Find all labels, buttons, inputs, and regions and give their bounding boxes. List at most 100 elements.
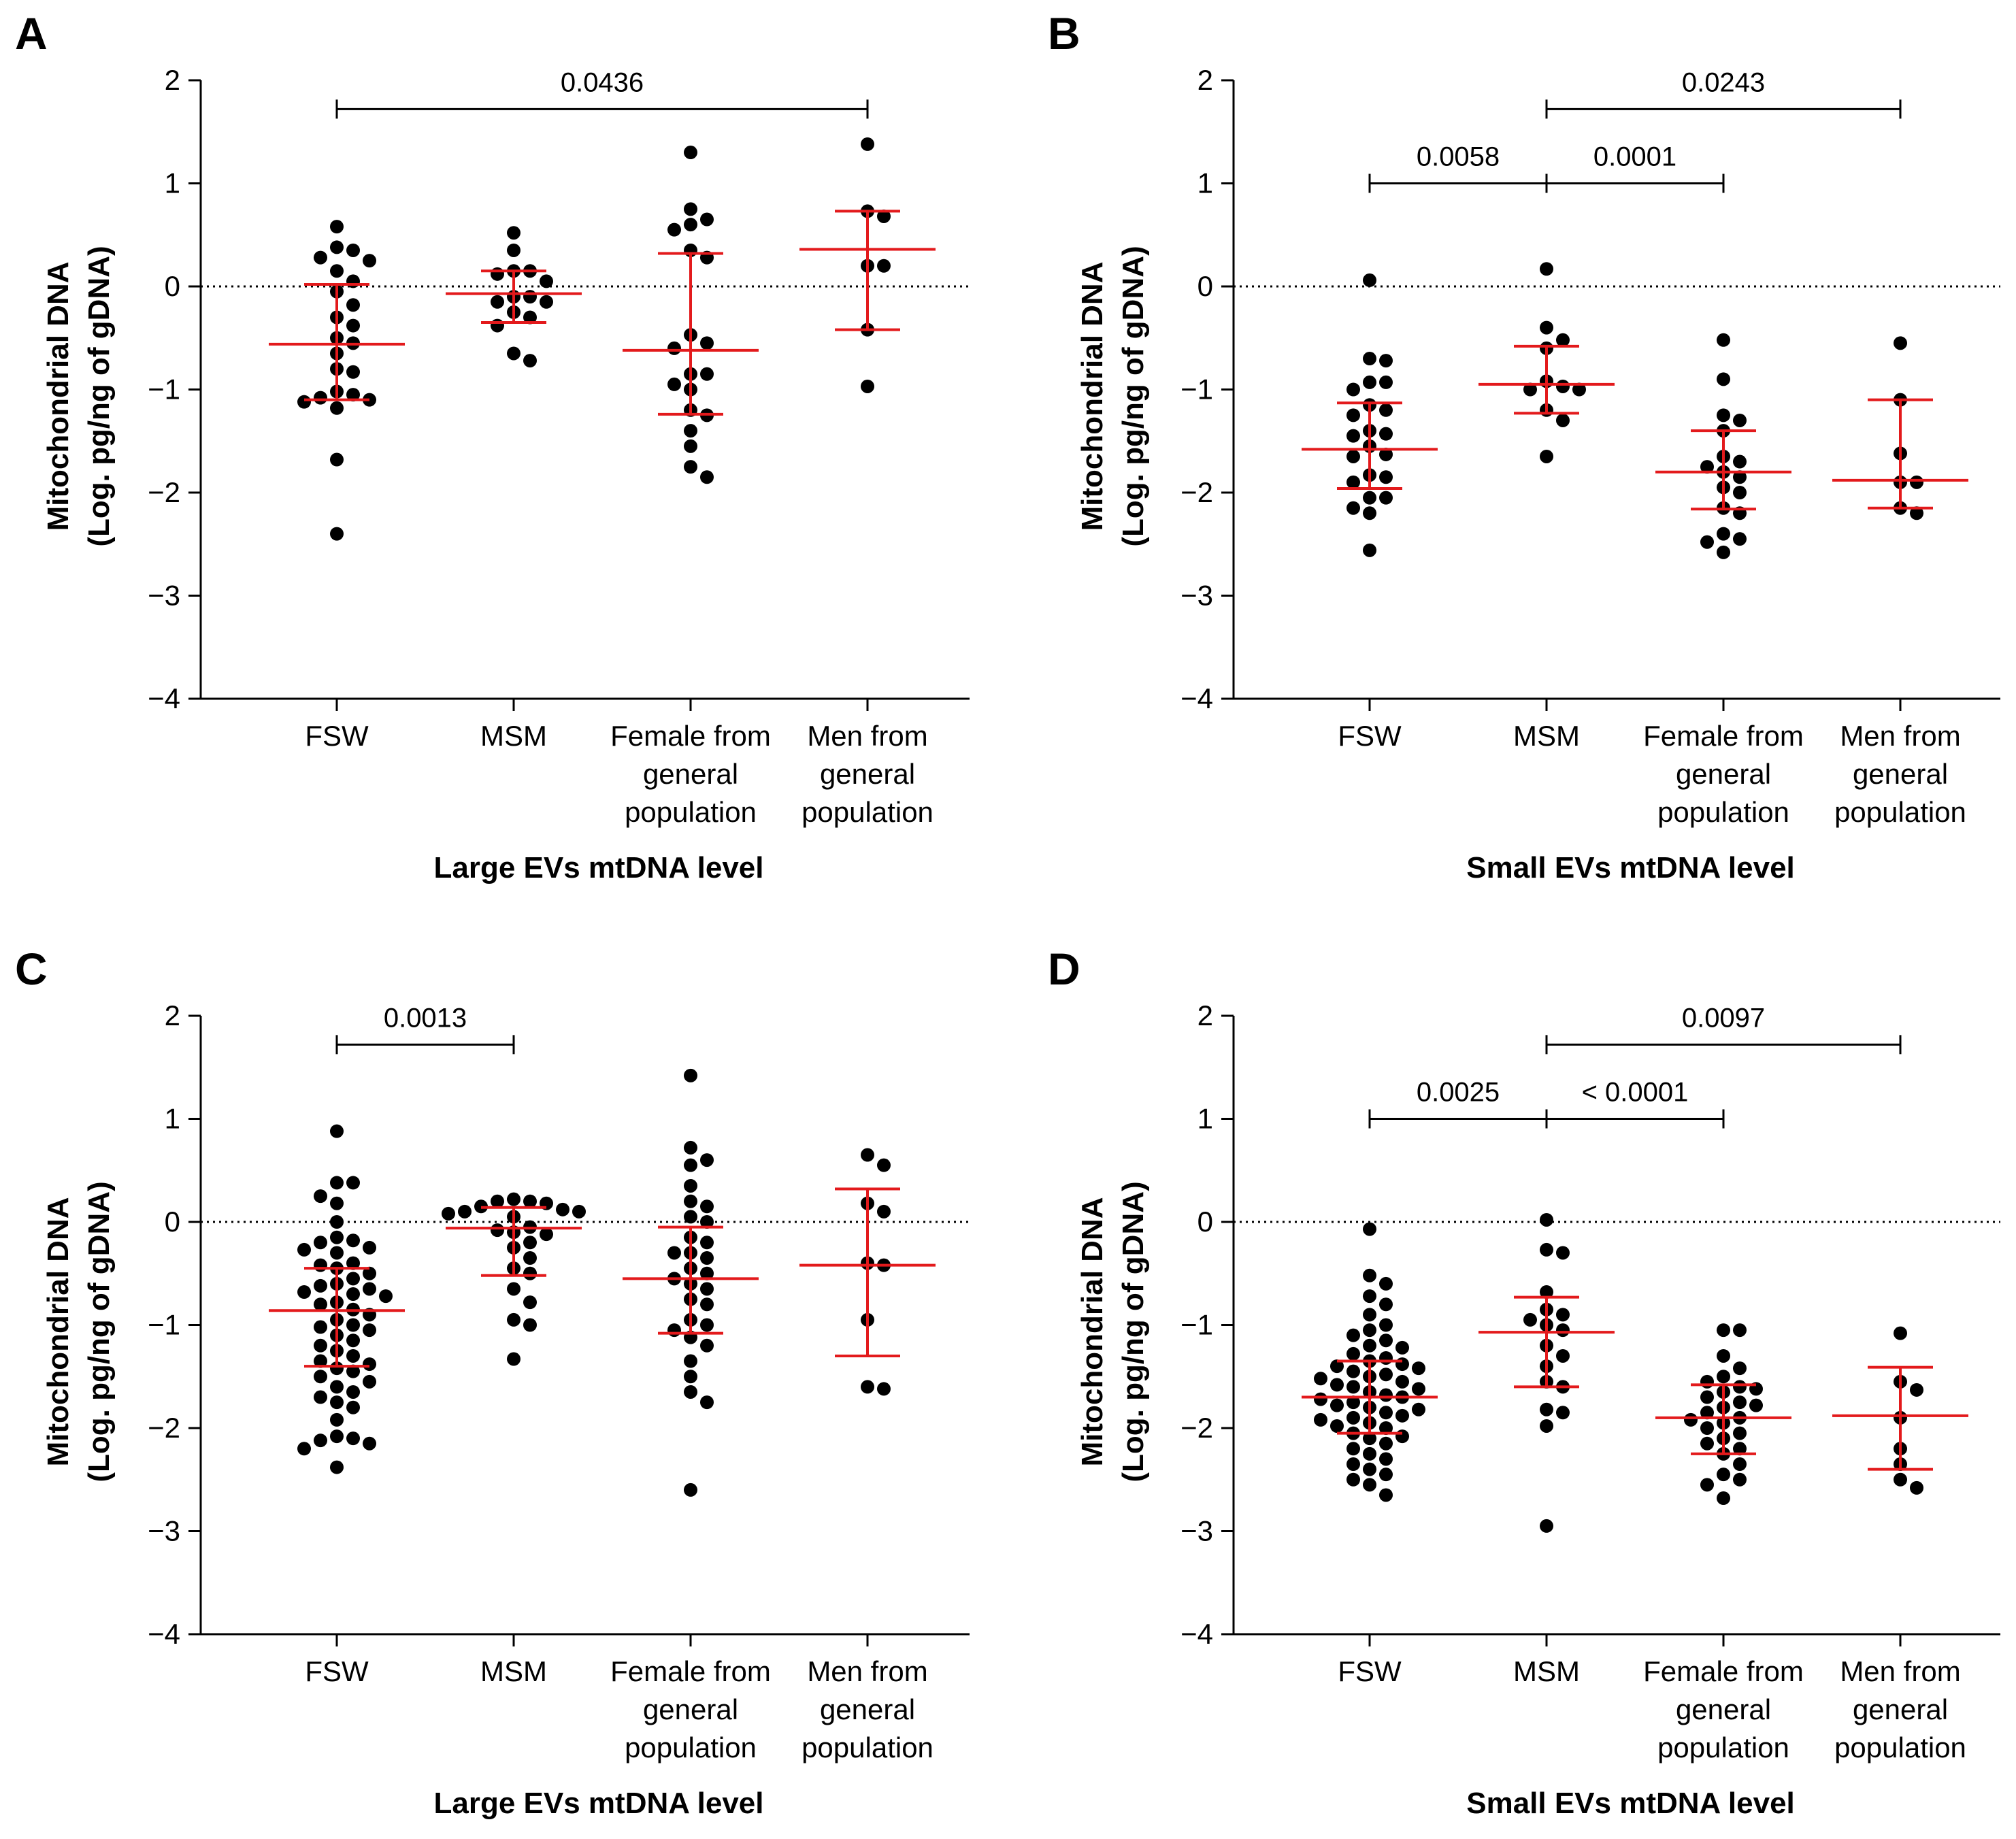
y-tick-label: 0 (1197, 270, 1213, 302)
data-point (861, 137, 874, 151)
y-tick-label: −2 (1180, 476, 1213, 508)
p-value-label: 0.0243 (1682, 67, 1765, 97)
data-point (1395, 1374, 1409, 1389)
data-point (1379, 1368, 1393, 1382)
data-point (346, 1385, 360, 1399)
data-point (540, 274, 553, 288)
data-point (314, 1297, 327, 1312)
data-point (1363, 1431, 1376, 1446)
data-point (330, 1124, 344, 1138)
y-tick-label: 2 (1197, 64, 1213, 96)
data-point (346, 1272, 360, 1286)
y-tick-label: 1 (1197, 1103, 1213, 1135)
data-point (1330, 1398, 1344, 1412)
data-point (1314, 1372, 1327, 1386)
data-point (346, 1256, 360, 1270)
data-point (330, 264, 344, 278)
data-point (1330, 1359, 1344, 1374)
data-point (667, 377, 681, 391)
data-point (1395, 1357, 1409, 1372)
data-point (1363, 273, 1376, 287)
data-point (1379, 1436, 1393, 1451)
data-point (330, 1230, 344, 1244)
x-category-label: MSM (1513, 720, 1580, 752)
y-tick-label: 0 (165, 1206, 180, 1238)
significance-bracket (1545, 1109, 1725, 1129)
data-point (1346, 382, 1360, 397)
data-point (1395, 1429, 1409, 1444)
data-point (684, 460, 697, 474)
data-point (363, 1282, 376, 1296)
data-point (1700, 1478, 1714, 1492)
data-point (297, 1442, 311, 1456)
x-category-label: MSM (480, 1655, 547, 1687)
data-point (314, 1354, 327, 1368)
data-point (523, 1251, 537, 1265)
data-point (1314, 1412, 1327, 1427)
data-point (314, 1320, 327, 1334)
data-point (297, 1285, 311, 1299)
significance-bracket (335, 99, 869, 119)
data-point (330, 220, 344, 234)
data-point (523, 290, 537, 304)
data-point (1346, 1364, 1360, 1378)
data-point (507, 1312, 520, 1327)
x-axis-title: Large EVs mtDNA level (434, 851, 764, 884)
data-point (1733, 1472, 1747, 1487)
data-point (314, 1236, 327, 1250)
data-point (523, 1295, 537, 1310)
data-point (1717, 372, 1730, 386)
y-axis-title: (Log. pg/ng of gDNA) (82, 246, 116, 546)
data-point (1363, 1308, 1376, 1322)
y-tick-label: 2 (1197, 999, 1213, 1031)
y-tick-label: −3 (148, 580, 180, 612)
data-point (1346, 1442, 1360, 1456)
data-point (314, 1258, 327, 1272)
data-point (1540, 320, 1553, 335)
data-point (667, 222, 681, 237)
data-point (1894, 1472, 1907, 1487)
data-point (523, 354, 537, 368)
data-point (667, 1323, 681, 1338)
data-point (1572, 382, 1586, 397)
p-value-label: < 0.0001 (1582, 1078, 1689, 1108)
data-point (684, 218, 697, 232)
data-point (314, 1370, 327, 1384)
panel-letter: A (15, 8, 48, 59)
data-point (507, 346, 520, 361)
data-point (314, 1434, 327, 1448)
data-point (1395, 1408, 1409, 1423)
data-point (684, 1140, 697, 1155)
panel-b: B 2 1 0 −1 −2 −3 −4 FSW MSM Female from general popu… (1048, 8, 2000, 884)
data-point (314, 1189, 327, 1204)
data-point (1700, 1374, 1714, 1389)
panel-c: C 2 1 0 −1 −2 −3 −4 FSW MSM Female from general popu… (15, 944, 970, 1820)
y-tick-label: −2 (148, 476, 180, 508)
data-point (684, 1354, 697, 1368)
data-point (1717, 545, 1730, 559)
data-point (1556, 1308, 1570, 1322)
data-point (363, 1374, 376, 1389)
data-point (346, 1431, 360, 1446)
data-point (684, 1482, 697, 1497)
data-point (700, 1153, 714, 1167)
data-point (363, 1357, 376, 1372)
data-point (1540, 1419, 1553, 1433)
data-point (1717, 333, 1730, 347)
data-point (1330, 1378, 1344, 1392)
x-category-label: Female from general population (1643, 720, 1804, 828)
data-point (700, 1318, 714, 1332)
data-point (314, 250, 327, 265)
data-point (1540, 1285, 1553, 1299)
x-category-label: Female from general population (610, 720, 771, 828)
data-point (346, 1333, 360, 1348)
data-point (1379, 1468, 1393, 1482)
data-point (684, 1178, 697, 1193)
data-point (1379, 1351, 1393, 1365)
data-point (1346, 429, 1360, 443)
y-tick-label: 1 (1197, 167, 1213, 199)
data-point (1894, 336, 1907, 350)
data-point (507, 1282, 520, 1296)
y-tick-label: −1 (1180, 1309, 1213, 1341)
data-point (1363, 543, 1376, 557)
